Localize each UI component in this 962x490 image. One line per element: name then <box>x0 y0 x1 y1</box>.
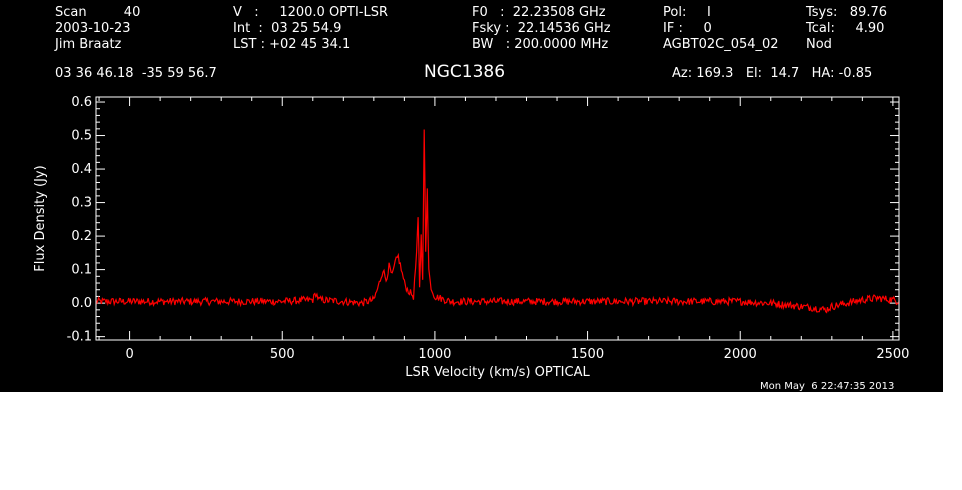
header-rest-freq: F0 : 22.23508 GHz <box>472 5 606 20</box>
header-integration: Int : 03 25 54.9 <box>233 21 342 36</box>
plot-panel <box>0 0 943 392</box>
spectrum-series-line <box>95 129 900 314</box>
header-az-el-ha: Az: 169.3 El: 14.7 HA: -0.85 <box>672 66 873 81</box>
y-tick-label: 0.2 <box>71 229 92 244</box>
header-scan: Scan 40 <box>55 5 141 20</box>
timestamp: Mon May 6 22:47:35 2013 <box>760 381 895 392</box>
header-project: AGBT02C_054_02 <box>663 37 779 52</box>
header-observer: Jim Braatz <box>55 37 122 52</box>
header-tsys: Tsys: 89.76 <box>806 5 888 20</box>
x-axis-label: LSR Velocity (km/s) OPTICAL <box>405 365 590 380</box>
header-sky-freq: Fsky : 22.14536 GHz <box>472 21 611 36</box>
x-tick-label: 0 <box>125 347 133 362</box>
x-tick-label: 1000 <box>418 347 451 362</box>
header-pol: Pol: I <box>663 5 711 20</box>
header-coordinates: 03 36 46.18 -35 59 56.7 <box>55 66 217 81</box>
y-tick-label: 0.1 <box>71 263 92 278</box>
y-tick-label: 0.4 <box>71 162 92 177</box>
plot-frame <box>95 96 900 341</box>
y-tick-label: 0.5 <box>71 129 92 144</box>
x-tick-label: 2500 <box>876 347 909 362</box>
header-bandwidth: BW : 200.0000 MHz <box>472 37 609 52</box>
x-tick-label: 1500 <box>571 347 604 362</box>
y-tick-label: -0.1 <box>67 330 92 345</box>
header-tcal: Tcal: 4.90 <box>806 21 885 36</box>
source-title: NGC1386 <box>424 62 506 82</box>
spectrum-chart: 0 500 1000 1500 2000 2500 -0.1 0.0 0.1 0.2 0.3 0.4 0… <box>33 95 909 380</box>
header-if: IF : 0 <box>663 21 712 36</box>
y-axis-label: Flux Density (Jy) <box>33 165 48 271</box>
x-tick-label: 2000 <box>724 347 757 362</box>
y-tick-label: 0.0 <box>71 296 92 311</box>
y-tick-label: 0.6 <box>71 95 92 110</box>
x-tick-label: 500 <box>270 347 295 362</box>
header-date: 2003-10-23 <box>55 21 131 36</box>
y-tick-label: 0.3 <box>71 196 92 211</box>
header-mode: Nod <box>806 37 832 52</box>
header-velocity: V : 1200.0 OPTI-LSR <box>233 5 389 20</box>
header-lst: LST : +02 45 34.1 <box>233 37 351 52</box>
